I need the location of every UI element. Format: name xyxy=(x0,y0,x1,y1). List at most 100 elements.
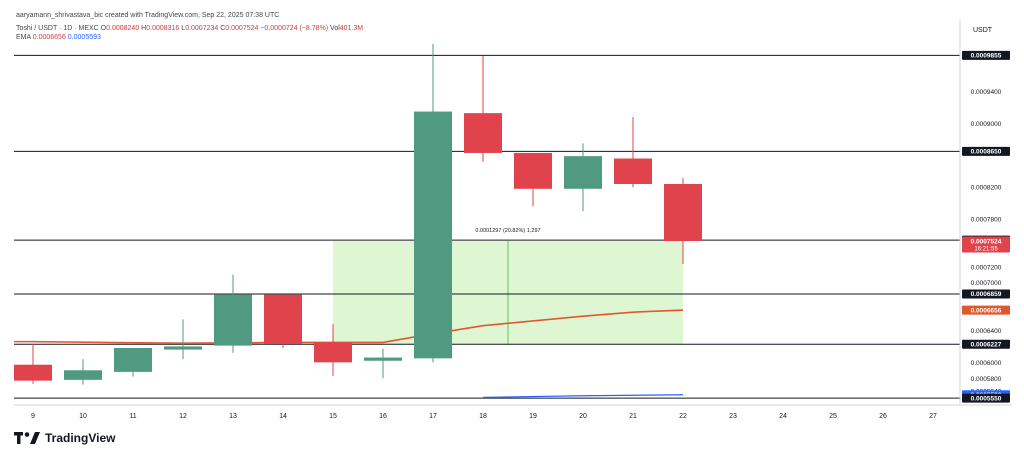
price-label-text: 0.0006656 xyxy=(971,307,1002,314)
x-tick-label: 25 xyxy=(829,413,837,420)
price-label: 0.0006859 xyxy=(962,289,1010,299)
candle-body xyxy=(564,156,602,189)
ohlc-legend: Toshi / USDT · 1D · MEXC O0.0008240 H0.0… xyxy=(16,25,363,32)
close-label: C xyxy=(220,25,226,32)
measure-label: 0.0001297 (20.82%) 1,297 xyxy=(475,228,540,234)
y-tick-label: 0.0008200 xyxy=(971,185,1002,192)
x-tick-label: 13 xyxy=(229,413,237,420)
price-label: 0.0005550 xyxy=(962,393,1010,403)
price-label-text: 0.0009855 xyxy=(971,53,1002,60)
high-value: 0.0008316 xyxy=(146,25,180,32)
y-tick-label: 0.0009400 xyxy=(971,89,1002,96)
candle xyxy=(664,177,702,265)
volume-label: Vol xyxy=(330,25,340,32)
high-label: H xyxy=(141,25,147,32)
tradingview-logo-icon xyxy=(14,432,40,444)
y-tick-label: 0.0007000 xyxy=(971,280,1002,287)
candle-body xyxy=(614,158,652,184)
x-tick-label: 24 xyxy=(779,413,787,420)
created-by-text: aaryamann_shrivastava_bic created with T… xyxy=(16,12,280,19)
candle xyxy=(614,117,652,188)
candle-body xyxy=(14,364,52,381)
candle-body xyxy=(414,111,452,359)
candle xyxy=(464,55,502,162)
y-tick-label: 0.0005800 xyxy=(971,376,1002,383)
x-tick-label: 11 xyxy=(129,413,136,420)
volume-value: 401.3M xyxy=(339,25,364,32)
x-tick-label: 22 xyxy=(679,413,687,420)
price-label-text: 0.0006227 xyxy=(971,342,1002,349)
close-value: 0.0007524 xyxy=(225,25,259,32)
y-tick-label: 0.0006000 xyxy=(971,360,1002,367)
candle-body xyxy=(314,342,352,363)
price-label-box xyxy=(962,236,1010,253)
price-label-text: 0.0005550 xyxy=(971,395,1002,402)
price-label-box xyxy=(962,305,1010,315)
candle xyxy=(564,143,602,212)
x-tick-label: 14 xyxy=(279,413,287,420)
price-label-box xyxy=(962,393,1010,403)
candle xyxy=(414,43,452,363)
candle xyxy=(314,324,352,376)
x-tick-label: 15 xyxy=(329,413,337,420)
candle-body xyxy=(514,152,552,189)
ema-short-value: 0.0006656 xyxy=(32,34,66,41)
price-label-text: 0.0007524 xyxy=(971,238,1002,245)
candle xyxy=(114,347,152,377)
x-tick-label: 19 xyxy=(529,413,537,420)
price-label-box xyxy=(962,50,1010,60)
candle-body xyxy=(364,357,402,361)
candle-body xyxy=(664,183,702,242)
x-tick-label: 12 xyxy=(179,413,187,420)
y-tick-label: 0.0007200 xyxy=(971,264,1002,271)
y-tick-label: 0.0007800 xyxy=(971,217,1002,224)
ema-label: EMA xyxy=(16,34,31,41)
x-tick-label: 26 xyxy=(879,413,887,420)
x-tick-label: 17 xyxy=(429,413,437,420)
candle-body xyxy=(264,294,302,345)
tradingview-logo-text: TradingView xyxy=(45,431,116,445)
countdown-text: 16:21:55 xyxy=(974,247,998,253)
symbol-label[interactable]: Toshi / USDT · 1D · MEXC xyxy=(16,25,99,32)
ema-legend[interactable]: EMA 0.0006656 0.0005593 xyxy=(16,34,101,41)
candle-body xyxy=(64,370,102,380)
price-label: 0.0008650 xyxy=(962,146,1010,156)
ema-long-line xyxy=(482,394,684,398)
open-label: O xyxy=(100,25,107,32)
candle xyxy=(514,152,552,207)
ema-long-value: 0.0005593 xyxy=(67,34,101,41)
candle xyxy=(164,319,202,360)
change-value: −0.0000724 (−8.78%) xyxy=(260,25,329,32)
candle xyxy=(14,344,52,384)
price-label-text: 0.0008650 xyxy=(971,149,1002,156)
x-tick-label: 10 xyxy=(79,413,87,420)
candle-body xyxy=(114,347,152,372)
open-value: 0.0008240 xyxy=(106,25,140,32)
low-label: L xyxy=(181,25,186,32)
price-label-box xyxy=(962,146,1010,156)
x-tick-label: 23 xyxy=(729,413,737,420)
candle-body xyxy=(164,346,202,350)
x-tick-label: 27 xyxy=(929,413,937,420)
candle xyxy=(264,294,302,348)
x-tick-label: 16 xyxy=(379,413,387,420)
price-label: 0.0007524 16:21:55 xyxy=(962,236,1010,253)
tradingview-logo[interactable]: TradingView xyxy=(14,431,115,445)
x-tick-label: 9 xyxy=(31,413,35,420)
price-label-box xyxy=(962,289,1010,299)
candle xyxy=(364,348,402,379)
y-tick-label: 0.0006400 xyxy=(971,328,1002,335)
x-tick-label: 20 xyxy=(579,413,587,420)
x-tick-label: 18 xyxy=(479,413,487,420)
price-label: 0.0009855 xyxy=(962,50,1010,60)
x-tick-label: 21 xyxy=(629,413,637,420)
candle-body xyxy=(464,113,502,153)
price-label-text: 0.0006859 xyxy=(971,291,1002,298)
price-label: 0.0006227 xyxy=(962,339,1010,349)
low-value: 0.0007234 xyxy=(185,25,219,32)
candle xyxy=(64,359,102,385)
axis-currency-label[interactable]: USDT xyxy=(973,27,993,34)
y-tick-label: 0.0009000 xyxy=(971,121,1002,128)
price-label-box xyxy=(962,339,1010,349)
